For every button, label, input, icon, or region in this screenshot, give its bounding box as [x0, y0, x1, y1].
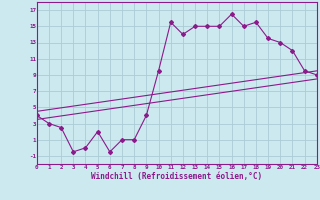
X-axis label: Windchill (Refroidissement éolien,°C): Windchill (Refroidissement éolien,°C): [91, 172, 262, 181]
